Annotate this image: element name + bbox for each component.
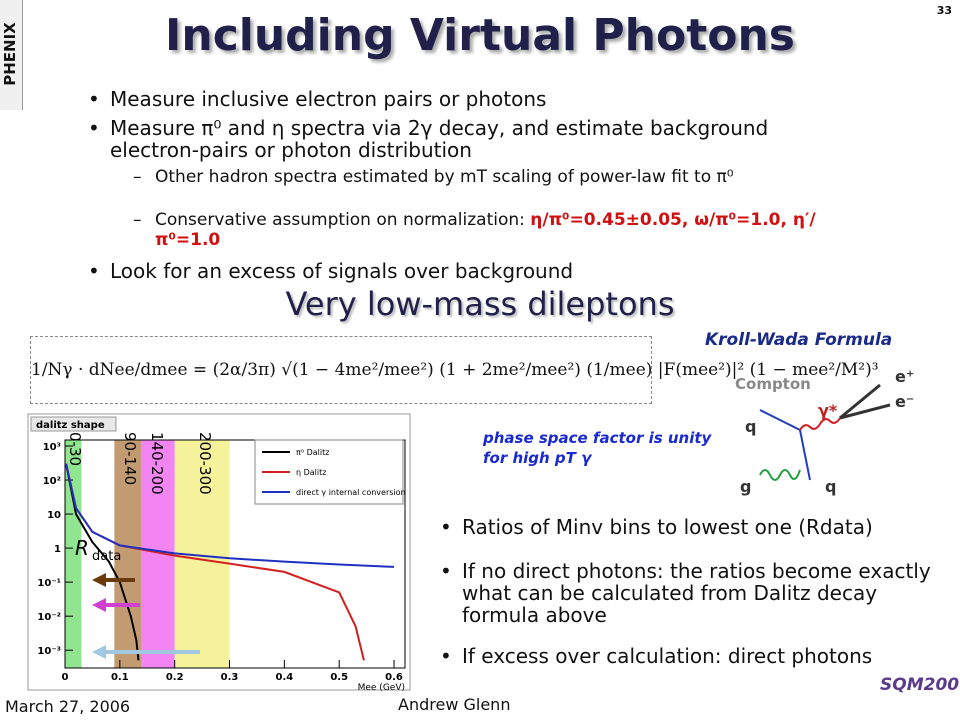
legend-label: η Dalitz (296, 468, 326, 477)
right-bullet: If excess over calculation: direct photo… (440, 645, 952, 667)
band-label: 90-140 (121, 432, 139, 485)
footer-date: March 27, 2006 (5, 697, 131, 716)
x-tick-label: 0.1 (111, 672, 129, 683)
band (114, 440, 142, 668)
legend-label: π⁰ Dalitz (296, 448, 329, 457)
diagram-label: q (745, 417, 756, 436)
sub-bullet: Conservative assumption on normalization… (133, 210, 845, 250)
footer-author: Andrew Glenn (398, 695, 511, 714)
diagram-label: q (825, 477, 836, 496)
footer-logo: SQM2006 (880, 675, 960, 695)
band-label: 140-200 (148, 432, 166, 495)
note: phase space factor is unity for high pT … (483, 429, 712, 467)
y-tick-label: 10⁻³ (37, 646, 61, 657)
x-tick-label: 0 (62, 672, 69, 683)
title: Including Virtual Photons (165, 10, 795, 61)
x-tick-label: 0.3 (221, 672, 239, 683)
y-tick-label: 1 (54, 544, 61, 555)
rdata-label: R (75, 536, 89, 560)
bullet: Look for an excess of signals over backg… (88, 260, 930, 282)
rdata-sub: data (92, 549, 121, 564)
curve (65, 463, 140, 661)
bullet: Measure π⁰ and η spectra via 2γ decay, a… (88, 117, 810, 161)
y-tick-label: 10³ (43, 442, 61, 453)
plot-title: dalitz shape (36, 420, 105, 431)
y-tick-label: 10⁻² (37, 612, 61, 623)
formula-name: Kroll-Wada Formula (705, 330, 893, 350)
page-number: 33 (936, 4, 952, 17)
plot-frame (64, 439, 406, 669)
curve (65, 463, 395, 568)
sub-bullet: Other hadron spectra estimated by mT sca… (133, 167, 845, 187)
y-tick-label: 10 (47, 510, 61, 521)
y-tick-label: 10⁻¹ (37, 578, 61, 589)
diagram-label: g (740, 477, 751, 496)
diagram-label: e⁺ (895, 367, 914, 386)
x-tick-label: 0.6 (385, 672, 403, 683)
highlight: η/π⁰=0.45±0.05, ω/π⁰=1.0, η′/π⁰=1.0 (155, 210, 816, 250)
legend-label: direct γ internal conversion (296, 488, 406, 497)
x-axis-label: Mee (GeV) (358, 683, 405, 693)
x-tick-label: 0.4 (275, 672, 293, 683)
band-label: 200-300 (196, 432, 214, 495)
right-bullet: If no direct photons: the ratios become … (440, 560, 952, 626)
x-tick-label: 0.2 (166, 672, 184, 683)
diagram-title: Compton (735, 375, 811, 393)
logo-strip: PHENIX (0, 0, 23, 110)
x-tick-label: 0.5 (330, 672, 348, 683)
plot-title-box (30, 416, 117, 432)
y-tick-label: 10² (43, 476, 61, 487)
arrow-head (92, 598, 106, 612)
diagram-label: γ* (818, 401, 838, 420)
right-bullet: Ratios of Minv bins to lowest one (Rdata… (440, 516, 952, 538)
bullet: Measure inclusive electron pairs or phot… (88, 88, 930, 110)
diagram-label: e⁻ (895, 392, 914, 411)
arrow-head (92, 573, 106, 587)
subtitle: Very low-mass dileptons (285, 285, 675, 323)
feynman-diagram (759, 383, 891, 481)
band (65, 440, 82, 668)
band-label: 0-30 (66, 432, 84, 466)
sub-bullet-text: Conservative assumption on normalization… (155, 210, 531, 230)
arrow-head (92, 645, 106, 659)
